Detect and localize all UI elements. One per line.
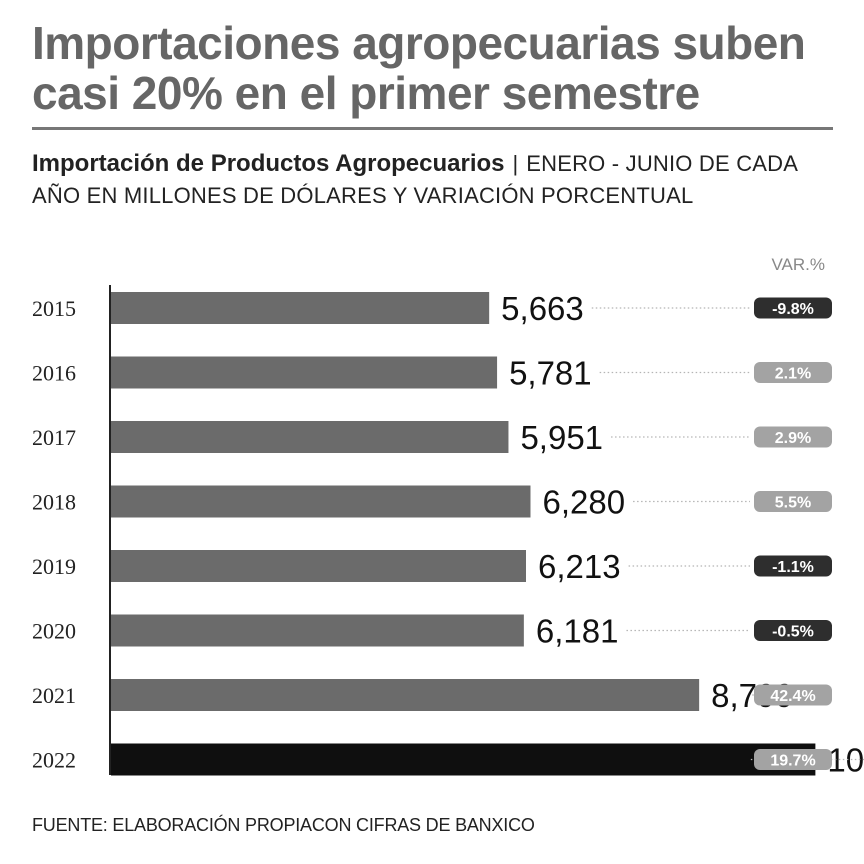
variation-label-2017: 2.9% (775, 430, 811, 447)
value-label-2018: 6,280 (542, 484, 625, 521)
chart-units-description: ENERO - JUNIO DE CADA AÑO EN MILLONES DE… (32, 151, 797, 208)
value-label-2019: 6,213 (538, 548, 621, 585)
bar-2017 (111, 421, 509, 453)
headline-divider (32, 127, 833, 130)
variation-label-2019: -1.1% (772, 559, 814, 576)
value-label-2022: 10,535 (827, 742, 864, 779)
variation-badge-2021 (754, 684, 832, 706)
variation-label-2022: 19.7% (770, 753, 815, 770)
variation-label-2020: -0.5% (772, 624, 814, 641)
category-label-2022: 2022 (32, 748, 76, 773)
category-label-2018: 2018 (32, 490, 76, 515)
bar-2021 (111, 679, 700, 711)
bar-2019 (111, 550, 527, 582)
variation-badge-2018 (754, 491, 832, 512)
variation-header: VAR.% (771, 255, 825, 274)
category-label-2015: 2015 (32, 296, 76, 321)
variation-badge-2015 (754, 297, 832, 319)
variation-badge-2016 (754, 362, 832, 383)
variation-badge-2020 (754, 620, 832, 641)
variation-badge-2017 (754, 426, 832, 448)
source-note: FUENTE: ELABORACIÓN PROPIACON CIFRAS DE … (32, 815, 535, 835)
variation-badge-2019 (754, 555, 832, 577)
bar-2018 (111, 485, 531, 518)
chart-title: Importación de Productos Agropecuarios (32, 150, 505, 177)
variation-label-2018: 5.5% (775, 495, 811, 512)
value-label-2017: 5,951 (520, 419, 603, 456)
bar-2022 (111, 743, 816, 776)
variation-label-2021: 42.4% (770, 688, 815, 705)
value-label-2020: 6,181 (536, 613, 619, 650)
category-label-2017: 2017 (32, 425, 76, 450)
category-label-2020: 2020 (32, 619, 76, 644)
variation-badge-2022 (754, 749, 832, 770)
chart-subtitle: Importación de Productos Agropecuarios | E… (32, 148, 842, 212)
headline: Importaciones agropecuarias suben casi 2… (32, 17, 806, 119)
value-label-2015: 5,663 (501, 290, 584, 327)
category-label-2019: 2019 (32, 554, 76, 579)
variation-label-2015: -9.8% (772, 301, 814, 318)
bar-2015 (111, 292, 490, 324)
category-label-2021: 2021 (32, 683, 76, 708)
bar-2020 (111, 614, 524, 647)
value-label-2016: 5,781 (509, 355, 592, 392)
category-label-2016: 2016 (32, 361, 76, 386)
bar-2016 (111, 356, 498, 389)
variation-label-2016: 2.1% (775, 366, 811, 383)
subtitle-separator: | (512, 151, 519, 176)
